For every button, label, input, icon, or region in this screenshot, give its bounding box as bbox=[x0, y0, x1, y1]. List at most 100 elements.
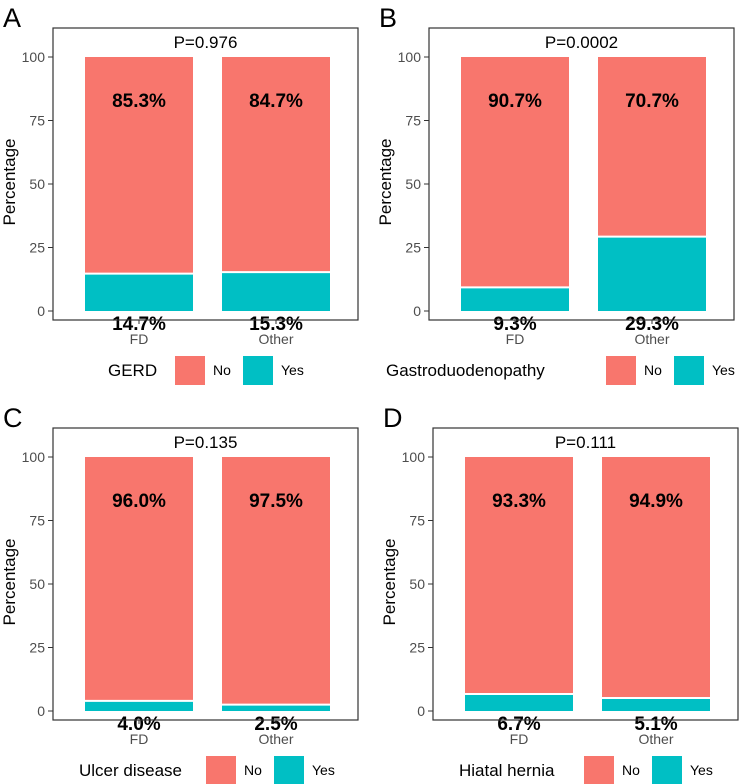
y-tick-label: 100 bbox=[22, 49, 46, 65]
data-label-yes-other: 15.3% bbox=[249, 314, 303, 335]
panel-letter: A bbox=[3, 3, 21, 33]
legend-title: Gastroduodenopathy bbox=[386, 361, 545, 380]
data-label-no-fd: 96.0% bbox=[112, 491, 166, 512]
legend-label-yes: Yes bbox=[690, 762, 713, 778]
data-label-yes-fd: 4.0% bbox=[117, 714, 160, 735]
legend-swatch-yes bbox=[243, 356, 273, 385]
y-tick-label: 75 bbox=[409, 513, 425, 529]
y-tick-label: 75 bbox=[29, 113, 45, 129]
y-tick-label: 50 bbox=[405, 176, 421, 192]
bar-no-fd bbox=[461, 57, 569, 288]
data-label-no-other: 97.5% bbox=[249, 491, 303, 512]
panel-letter: D bbox=[383, 403, 403, 433]
legend-title: GERD bbox=[108, 361, 157, 380]
chart-title: P=0.111 bbox=[555, 433, 616, 452]
legend-title: Ulcer disease bbox=[79, 761, 182, 780]
bar-no-other bbox=[222, 57, 330, 273]
plot-frame bbox=[428, 27, 735, 321]
legend-label-no: No bbox=[213, 362, 231, 378]
legend-swatch-yes bbox=[674, 356, 704, 385]
y-axis-label: Percentage bbox=[0, 139, 19, 226]
panel-c: C Percentage 0 25 50 75 100 96.0% 4.0%FD 97.5% 2.5… bbox=[0, 403, 359, 784]
bar-no-fd bbox=[465, 457, 573, 694]
y-tick-label: 25 bbox=[29, 240, 45, 256]
data-label-yes-fd: 6.7% bbox=[497, 714, 540, 735]
y-tick-label: 0 bbox=[37, 703, 45, 719]
bar-no-other bbox=[602, 457, 710, 699]
plot-frame bbox=[52, 27, 359, 321]
legend-label-no: No bbox=[244, 762, 262, 778]
x-tick-label: FD bbox=[510, 731, 529, 747]
y-tick-label: 0 bbox=[37, 303, 45, 319]
bar-yes-fd bbox=[85, 700, 193, 711]
data-label-no-other: 70.7% bbox=[625, 91, 679, 112]
panel-letter: C bbox=[3, 403, 23, 433]
y-tick-label: 100 bbox=[22, 449, 46, 465]
data-label-no-fd: 90.7% bbox=[488, 91, 542, 112]
data-label-no-fd: 85.3% bbox=[112, 91, 166, 112]
legend-label-no: No bbox=[644, 362, 662, 378]
x-tick-label: FD bbox=[130, 731, 149, 747]
bar-yes-other bbox=[222, 272, 330, 311]
chart-title: P=0.976 bbox=[174, 33, 238, 52]
bar-no-other bbox=[598, 57, 706, 237]
y-axis-label: Percentage bbox=[0, 539, 19, 626]
legend-label-yes: Yes bbox=[712, 362, 735, 378]
data-label-yes-fd: 14.7% bbox=[112, 314, 166, 335]
panel-b: B Percentage 0 25 50 75 100 90.7% 9.3%FD 70.7% 29.… bbox=[376, 3, 735, 385]
plot-frame bbox=[432, 427, 739, 721]
x-tick-label: Other bbox=[258, 731, 293, 747]
legend-label-yes: Yes bbox=[312, 762, 335, 778]
legend-label-no: No bbox=[622, 762, 640, 778]
y-tick-label: 25 bbox=[405, 240, 421, 256]
bar-yes-other bbox=[598, 236, 706, 311]
bar-no-other bbox=[222, 457, 330, 705]
chart-title: P=0.135 bbox=[174, 433, 238, 452]
bar-no-fd bbox=[85, 457, 193, 701]
data-label-no-fd: 93.3% bbox=[492, 491, 546, 512]
legend-label-yes: Yes bbox=[281, 362, 304, 378]
legend-swatch-no bbox=[206, 756, 236, 784]
legend-swatch-yes bbox=[652, 756, 682, 784]
data-label-yes-fd: 9.3% bbox=[493, 314, 536, 335]
bar-yes-other bbox=[222, 704, 330, 711]
data-label-no-other: 94.9% bbox=[629, 491, 683, 512]
bar-yes-fd bbox=[85, 273, 193, 311]
legend-title: Hiatal hernia bbox=[459, 761, 555, 780]
bar-no-fd bbox=[85, 57, 193, 274]
y-axis-label: Percentage bbox=[376, 139, 395, 226]
panel-letter: B bbox=[379, 3, 397, 33]
y-tick-label: 100 bbox=[402, 449, 426, 465]
y-tick-label: 25 bbox=[409, 640, 425, 656]
panel-d: D Percentage 0 25 50 75 100 93.3% 6.7%FD 94.9% 5.1… bbox=[380, 403, 739, 784]
data-label-yes-other: 5.1% bbox=[634, 714, 677, 735]
y-tick-label: 50 bbox=[29, 176, 45, 192]
bar-yes-fd bbox=[461, 287, 569, 311]
plot-frame bbox=[52, 427, 359, 721]
chart-title: P=0.0002 bbox=[545, 33, 618, 52]
data-label-yes-other: 29.3% bbox=[625, 314, 679, 335]
x-tick-label: FD bbox=[130, 331, 149, 347]
y-tick-label: 50 bbox=[29, 576, 45, 592]
y-tick-label: 75 bbox=[29, 513, 45, 529]
legend-swatch-no bbox=[606, 356, 636, 385]
y-tick-label: 0 bbox=[417, 703, 425, 719]
legend-swatch-yes bbox=[274, 756, 304, 784]
y-tick-label: 0 bbox=[413, 303, 421, 319]
x-tick-label: Other bbox=[638, 731, 673, 747]
x-tick-label: Other bbox=[258, 331, 293, 347]
bar-yes-other bbox=[602, 698, 710, 711]
x-tick-label: Other bbox=[634, 331, 669, 347]
data-label-no-other: 84.7% bbox=[249, 91, 303, 112]
panel-a: A Percentage 0 25 50 75 100 85.3% 14.7%FD 84.7% 15… bbox=[0, 3, 359, 385]
legend-swatch-no bbox=[584, 756, 614, 784]
y-tick-label: 75 bbox=[405, 113, 421, 129]
y-tick-label: 100 bbox=[398, 49, 422, 65]
bar-yes-fd bbox=[465, 693, 573, 711]
y-tick-label: 50 bbox=[409, 576, 425, 592]
x-tick-label: FD bbox=[506, 331, 525, 347]
data-label-yes-other: 2.5% bbox=[254, 714, 297, 735]
y-tick-label: 25 bbox=[29, 640, 45, 656]
y-axis-label: Percentage bbox=[380, 539, 399, 626]
